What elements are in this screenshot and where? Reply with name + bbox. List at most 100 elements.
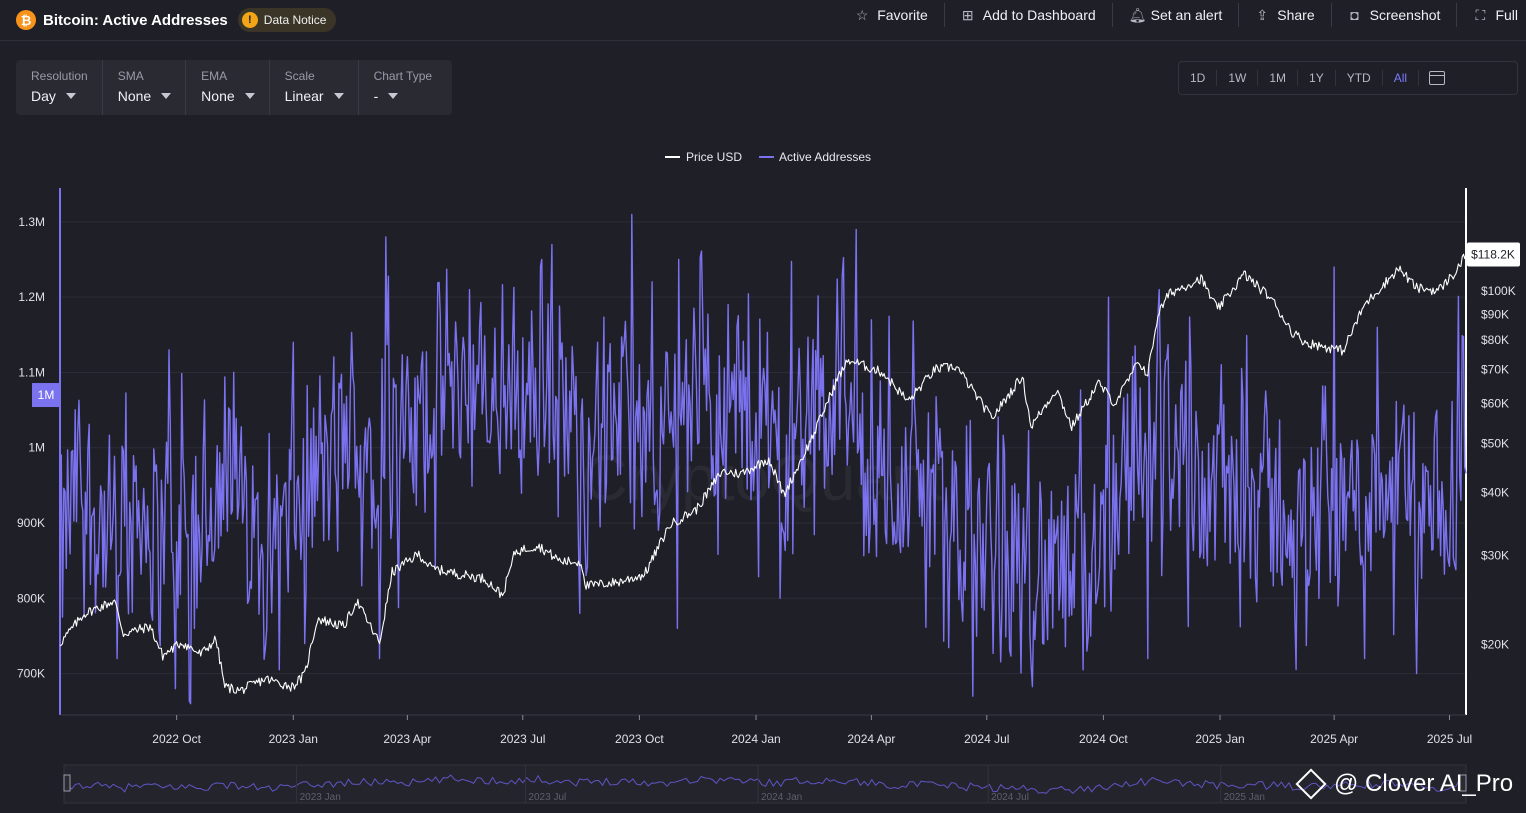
header-bar: ₿ Bitcoin: Active Addresses ! Data Notic…: [0, 0, 1526, 41]
y-left-tick-label: 1.2M: [18, 290, 45, 304]
calendar-icon[interactable]: [1429, 71, 1446, 85]
page-title: Bitcoin: Active Addresses: [43, 11, 228, 29]
screenshot-button[interactable]: ◘ Screenshot: [1330, 3, 1457, 27]
resolution-label: Resolution: [31, 69, 88, 83]
y-left-tick-label: 700K: [17, 667, 45, 681]
last-price-label: $118.2K: [1467, 242, 1520, 267]
screenshot-label: Screenshot: [1369, 7, 1441, 23]
title-group: ₿ Bitcoin: Active Addresses ! Data Notic…: [16, 8, 337, 32]
sma-select[interactable]: SMA None: [103, 60, 187, 115]
range-selector: 1D 1W 1M 1Y YTD All: [1178, 61, 1518, 95]
scale-label: Scale: [284, 69, 315, 83]
chart-type-select[interactable]: Chart Type -: [359, 60, 446, 115]
last-price-label-text: $118.2K: [1471, 247, 1515, 261]
y-right-tick-label: $50K: [1481, 436, 1509, 450]
x-tick-label: 2023 Jan: [269, 732, 318, 746]
y-left-tick-label: 1.1M: [18, 365, 45, 379]
y-right-tick-label: $40K: [1481, 485, 1509, 499]
price-usd-series-line: [59, 253, 1467, 695]
watermark: @ Clover AI_Pro: [1295, 768, 1514, 800]
star-icon: ☆: [855, 6, 869, 23]
y-right-tick-label: $20K: [1481, 637, 1509, 651]
favorite-button[interactable]: ☆ Favorite: [839, 3, 944, 27]
chart-legend: Price USD Active Addresses: [665, 150, 871, 164]
data-notice-label: Data Notice: [263, 13, 327, 27]
left-cursor-marker-bg: [32, 383, 60, 408]
ema-value: None: [201, 88, 235, 104]
y-left-tick-label: 800K: [17, 591, 45, 605]
x-tick-label: 2023 Oct: [615, 732, 664, 746]
navigator-tick-label: 2023 Jul: [528, 792, 566, 803]
fullscreen-label: Full: [1495, 7, 1518, 23]
chevron-down-icon: [161, 93, 172, 99]
share-button[interactable]: ⇪ Share: [1238, 3, 1330, 27]
fullscreen-button[interactable]: ⛶ Full: [1456, 3, 1526, 27]
x-tick-label: 2023 Jul: [500, 732, 545, 746]
sma-label: SMA: [117, 69, 144, 83]
dashboard-icon: ⊞: [961, 6, 974, 23]
x-tick-label: 2024 Jul: [964, 732, 1009, 746]
range-1y[interactable]: 1Y: [1298, 70, 1336, 86]
x-tick-label: 2025 Jan: [1195, 732, 1244, 746]
set-alert-label: Set an alert: [1150, 7, 1223, 23]
camera-icon: ◘: [1350, 7, 1359, 23]
set-alert-button[interactable]: 🔔︎ Set an alert: [1111, 3, 1239, 27]
chevron-down-icon: [388, 93, 399, 99]
header-actions: ☆ Favorite ⊞ Add to Dashboard 🔔︎ Set an …: [839, 0, 1526, 30]
clover-logo-icon: [1295, 768, 1327, 800]
chart-controls: Resolution Day SMA None EMA None Scale L…: [16, 60, 452, 115]
x-tick-label: 2024 Apr: [847, 732, 895, 746]
chart-type-value: -: [373, 88, 379, 104]
active-addresses-series-line: [59, 213, 1467, 705]
navigator-tick-label: 2023 Jan: [300, 792, 341, 803]
ema-select[interactable]: EMA None: [186, 60, 270, 115]
range-navigator: 2023 Jan 2023 Jul 2024 Jan 2024 Jul 2025 Jan: [63, 764, 1467, 804]
last-price-label-bg: [1467, 242, 1520, 267]
y-right-tick-label: $80K: [1481, 333, 1509, 347]
scale-value: Linear: [284, 88, 324, 104]
range-ytd[interactable]: YTD: [1336, 70, 1383, 86]
chart-type-label: Chart Type: [373, 69, 433, 83]
chevron-down-icon: [65, 93, 76, 99]
watermark-text: @ Clover AI_Pro: [1334, 770, 1514, 797]
favorite-label: Favorite: [877, 7, 928, 23]
left-cursor-marker: 1M: [32, 383, 60, 408]
y-left-tick-label: 1M: [28, 441, 45, 455]
x-tick-label: 2025 Jul: [1427, 732, 1472, 746]
share-label: Share: [1277, 7, 1315, 23]
scale-select[interactable]: Scale Linear: [270, 60, 359, 115]
x-tick-label: 2022 Oct: [152, 732, 201, 746]
range-1w[interactable]: 1W: [1217, 70, 1259, 86]
add-to-dashboard-button[interactable]: ⊞ Add to Dashboard: [943, 3, 1112, 27]
bell-icon: 🔔︎: [1128, 6, 1147, 23]
navigator-handle-right[interactable]: [1459, 774, 1467, 792]
y-right-tick-label: $30K: [1481, 548, 1509, 562]
sma-value: None: [117, 88, 152, 104]
y-left-tick-label: 900K: [17, 516, 45, 530]
legend-label-active-addresses: Active Addresses: [779, 150, 871, 164]
legend-label-price: Price USD: [686, 150, 742, 164]
range-all[interactable]: All: [1383, 70, 1420, 86]
left-cursor-marker-text: 1M: [38, 388, 55, 402]
resolution-select[interactable]: Resolution Day: [16, 60, 103, 115]
y-left-tick-label: 1.3M: [18, 215, 45, 229]
chevron-down-icon: [244, 93, 255, 99]
data-notice-badge[interactable]: ! Data Notice: [237, 8, 337, 32]
y-right-tick-label: $70K: [1481, 362, 1509, 376]
resolution-value: Day: [31, 88, 56, 104]
fullscreen-icon: ⛶: [1475, 6, 1486, 23]
range-1d[interactable]: 1D: [1179, 70, 1218, 86]
bitcoin-icon: ₿: [16, 10, 36, 30]
y-right-tick-label: $90K: [1481, 307, 1509, 321]
range-1m[interactable]: 1M: [1258, 70, 1299, 86]
navigator-tick-label: 2025 Jan: [1224, 792, 1265, 803]
chevron-down-icon: [333, 93, 344, 99]
navigator-tick-label: 2024 Jul: [991, 792, 1029, 803]
y-right-tick-label: $60K: [1481, 396, 1509, 410]
navigator-handle-left[interactable]: [63, 774, 71, 792]
navigator-tick-label: 2024 Jan: [761, 792, 802, 803]
x-tick-label: 2024 Jan: [731, 732, 780, 746]
warning-icon: !: [241, 12, 258, 28]
x-tick-label: 2023 Apr: [383, 732, 431, 746]
